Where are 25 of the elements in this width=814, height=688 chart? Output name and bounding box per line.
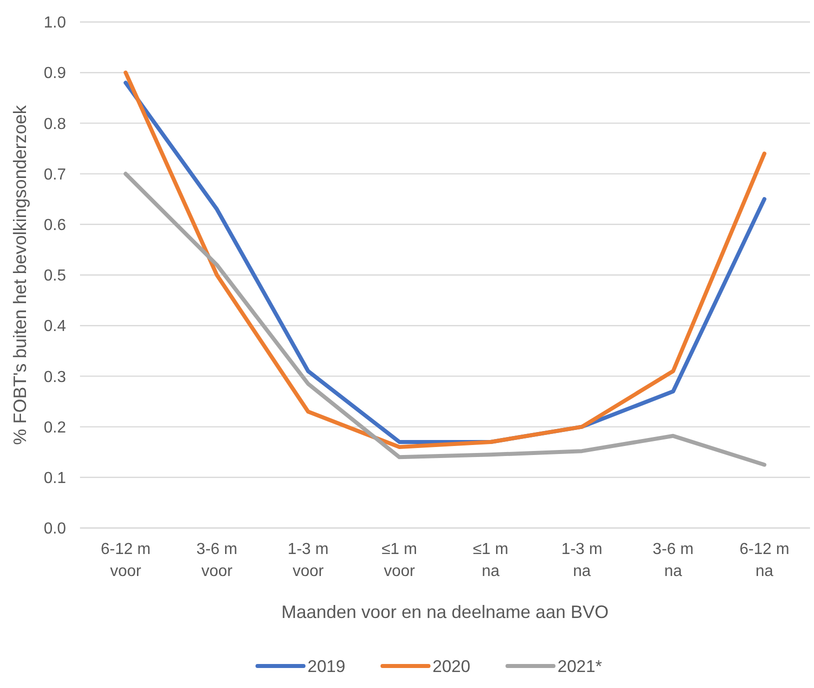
legend-label: 2019 — [308, 656, 346, 676]
x-axis-title: Maanden voor en na deelname aan BVO — [281, 602, 609, 622]
x-tick-label: 6-12 m voor — [100, 541, 151, 580]
y-tick-label: 0.1 — [44, 470, 66, 487]
y-tick-label: 0.4 — [44, 318, 66, 336]
x-tick-label: ≤1 m voor — [382, 541, 418, 580]
y-tick-label: 0.0 — [44, 520, 66, 538]
y-tick-label: 0.8 — [44, 116, 66, 133]
line-series — [124, 172, 766, 467]
x-tick-label: 1-3 m voor — [288, 541, 329, 580]
y-tick-label: 0.7 — [44, 166, 66, 184]
y-axis-title: % FOBT's buiten het bevolkingsonderzoek — [10, 104, 30, 445]
legend-label: 2020 — [432, 656, 470, 676]
y-tick-label: 0.2 — [44, 419, 66, 436]
y-tick-label: 1.0 — [44, 14, 66, 32]
legend-label: 2021* — [558, 656, 602, 676]
x-tick-label: 3-6 m na — [652, 541, 694, 580]
x-tick-label: 1-3 m na — [561, 541, 602, 580]
y-tick-label: 0.5 — [44, 268, 66, 285]
x-tick-label: 3-6 m voor — [196, 541, 238, 580]
y-tick-label: 0.6 — [44, 217, 66, 234]
x-tick-label: ≤1 m na — [472, 541, 508, 580]
y-tick-label: 0.3 — [44, 368, 66, 386]
x-tick-label: 6-12 m na — [739, 541, 790, 580]
y-tick-label: 0.9 — [44, 65, 66, 82]
